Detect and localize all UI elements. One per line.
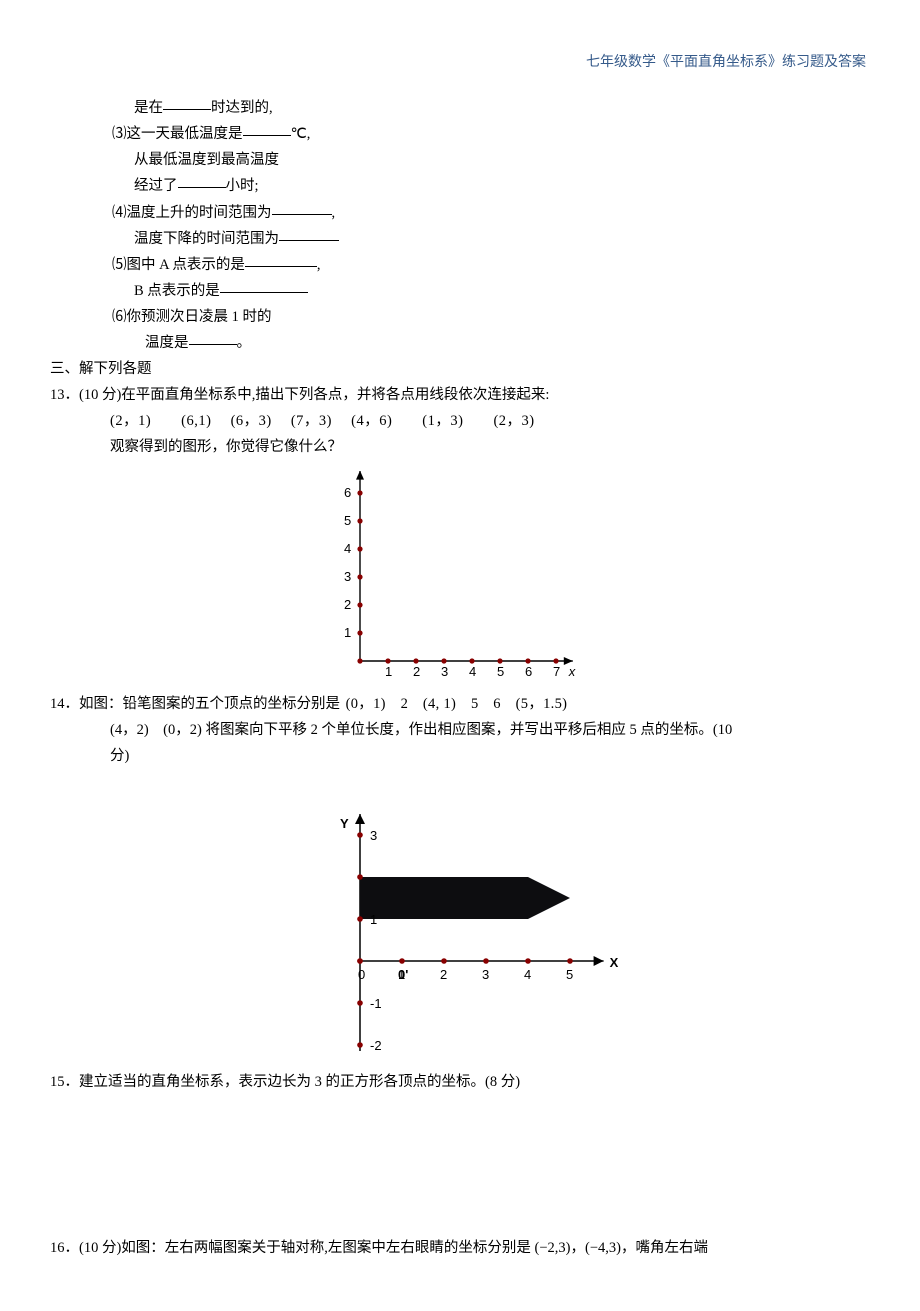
svg-text:1: 1 (370, 912, 377, 927)
svg-text:6: 6 (525, 664, 532, 679)
q15-stem: 15．建立适当的直角坐标系，表示边长为 3 的正方形各顶点的坐标。(8 分) (50, 1074, 520, 1090)
q12-l10: ⑹你预测次日凌晨 1 时的 (112, 304, 870, 330)
blank (189, 330, 237, 346)
blank (243, 121, 291, 137)
q14-pencil-chart: 12345-2-11300'YX (300, 771, 620, 1051)
svg-text:4: 4 (524, 967, 531, 982)
svg-text:x: x (568, 664, 576, 679)
blank (245, 251, 317, 267)
blank (178, 173, 226, 189)
q12-l3: ⑶这一天最低温度是℃, (112, 121, 870, 147)
svg-text:4: 4 (344, 541, 351, 556)
svg-text:4: 4 (469, 664, 476, 679)
svg-text:3: 3 (370, 828, 377, 843)
q12-l6: ⑷温度上升的时间范围为, (112, 200, 870, 226)
q12-l5: 经过了小时; (134, 173, 870, 199)
svg-text:Y: Y (340, 816, 349, 831)
svg-text:5: 5 (497, 664, 504, 679)
blank (220, 277, 308, 293)
q13-obs: 观察得到的图形，你觉得它像什么？ (110, 434, 870, 460)
q13-chart-wrap: 1234567123456Yx (50, 471, 870, 691)
svg-text:1: 1 (344, 625, 351, 640)
svg-text:5: 5 (566, 967, 573, 982)
question-16: 16．(10 分)如图：左右两幅图案关于轴对称,左图案中左右眼睛的坐标分别是 (… (50, 1235, 870, 1261)
svg-text:0': 0' (398, 967, 408, 982)
svg-text:2: 2 (413, 664, 420, 679)
question-13: 13．(10 分)在平面直角坐标系中,描出下列各点，并将各点用线段依次连接起来:… (50, 382, 870, 460)
svg-text:5: 5 (344, 513, 351, 528)
blank (272, 199, 332, 215)
q13-axes-chart: 1234567123456Yx (300, 471, 620, 691)
q14-chart-wrap: 12345-2-11300'YX (50, 771, 870, 1051)
question-14: 14．如图：铅笔图案的五个顶点的坐标分别是 (0，1) 2 (4, 1) 5 6… (50, 691, 870, 769)
q14-line2b: 分) (110, 743, 870, 769)
q12-l7: 温度下降的时间范围为 (134, 226, 870, 252)
svg-text:-1: -1 (370, 996, 382, 1011)
svg-text:3: 3 (441, 664, 448, 679)
blank (279, 225, 339, 241)
svg-text:2: 2 (440, 967, 447, 982)
q12-l9: B 点表示的是 (134, 278, 870, 304)
q13-stem: 13．(10 分)在平面直角坐标系中,描出下列各点，并将各点用线段依次连接起来: (50, 382, 870, 408)
svg-text:3: 3 (482, 967, 489, 982)
q12-l4: 从最低温度到最高温度 (134, 147, 870, 173)
svg-text:X: X (610, 955, 619, 970)
q12-l11: 温度是。 (145, 330, 870, 356)
q12-l8: ⑸图中 A 点表示的是, (112, 252, 870, 278)
svg-text:0: 0 (358, 967, 365, 982)
section-3-heading: 三、解下列各题 (50, 356, 870, 382)
svg-text:7: 7 (553, 664, 560, 679)
svg-text:1: 1 (385, 664, 392, 679)
q14-stem: 14．如图：铅笔图案的五个顶点的坐标分别是 (50, 696, 340, 712)
svg-text:6: 6 (344, 485, 351, 500)
q14-overlay-points: (0，1) 2 (4, 1) 5 6 (5，1.5) (346, 696, 568, 712)
svg-text:3: 3 (344, 569, 351, 584)
svg-text:2: 2 (344, 597, 351, 612)
question-15: 15．建立适当的直角坐标系，表示边长为 3 的正方形各顶点的坐标。(8 分) (50, 1069, 870, 1095)
page-header-title: 七年级数学《平面直角坐标系》练习题及答案 (50, 50, 870, 75)
q16-stem: 16．(10 分)如图：左右两幅图案关于轴对称,左图案中左右眼睛的坐标分别是 (… (50, 1240, 708, 1256)
question-12-fragment: 是在时达到的, ⑶这一天最低温度是℃, 从最低温度到最高温度 经过了小时; ⑷温… (80, 95, 870, 356)
blank (163, 95, 211, 111)
q12-l1: 是在时达到的, (134, 95, 870, 121)
q14-line2a: (4，2) (0，2) 将图案向下平移 2 个单位长度，作出相应图案，并写出平移… (110, 717, 870, 743)
svg-text:-2: -2 (370, 1038, 382, 1051)
page: 七年级数学《平面直角坐标系》练习题及答案 是在时达到的, ⑶这一天最低温度是℃,… (0, 0, 920, 1311)
q13-coords: (2，1) (6,1) (6，3) (7，3) (4，6) (1，3) (2，3… (110, 408, 870, 434)
